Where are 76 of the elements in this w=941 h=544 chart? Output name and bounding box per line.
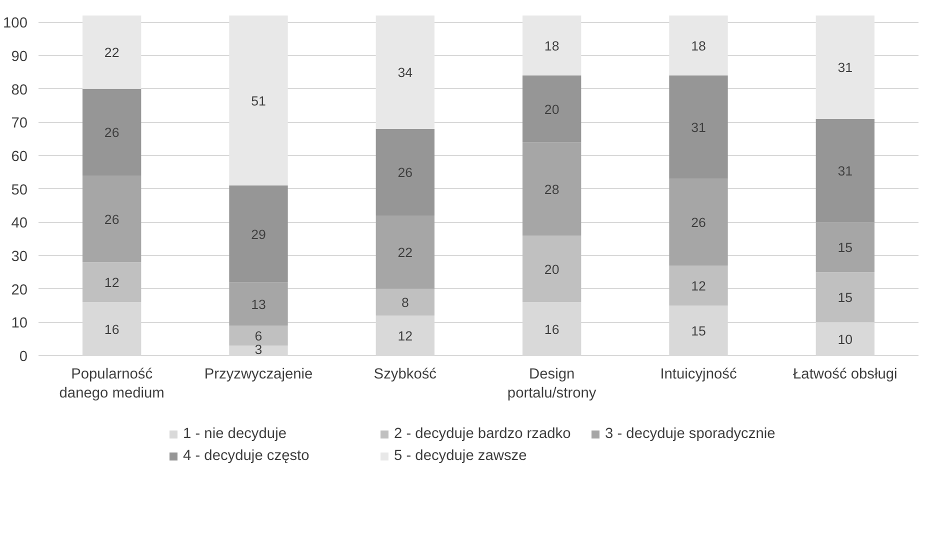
data-label: 12: [691, 278, 706, 294]
legend-label: 1 - nie decyduje: [183, 426, 288, 442]
data-label: 26: [104, 212, 120, 227]
bar: [669, 266, 728, 306]
y-tick-label: 90: [11, 49, 28, 65]
data-label: 31: [691, 120, 706, 136]
y-tick-label: 60: [11, 149, 28, 165]
data-label: 26: [104, 125, 120, 140]
data-label: 20: [544, 262, 560, 277]
y-tick-label: 40: [11, 216, 28, 232]
bar: [669, 178, 728, 266]
data-label: 29: [251, 226, 266, 242]
data-label: 26: [691, 215, 706, 230]
y-tick-label: 10: [11, 316, 28, 332]
data-label: 18: [544, 38, 560, 54]
bar: [522, 142, 582, 236]
data-label: 6: [254, 328, 262, 344]
bar: [376, 16, 434, 129]
legend-label: 2 - decyduje bardzo rzadko: [394, 426, 572, 442]
x-tick-label: Szybkość: [374, 366, 437, 382]
y-tick-label: 30: [11, 249, 28, 265]
data-label: 22: [104, 45, 120, 60]
x-tick-label: Design portalu/strony: [507, 366, 597, 402]
data-label: 31: [838, 164, 853, 178]
x-tick-label: Intuicyjność: [660, 366, 737, 382]
data-label: 15: [838, 290, 853, 306]
bar: [376, 288, 434, 316]
data-label: 15: [691, 324, 706, 338]
data-label: 12: [104, 275, 120, 290]
bar: [82, 88, 142, 176]
bar: [669, 76, 728, 179]
bar: [229, 326, 288, 346]
data-label: 34: [398, 65, 414, 80]
y-tick-label: 100: [3, 16, 28, 32]
data-label: 22: [398, 245, 413, 260]
x-tick-label: Przyzwyczajenie: [204, 366, 313, 382]
y-tick-label: 0: [19, 349, 28, 365]
bar: [229, 16, 288, 186]
data-label: 28: [544, 182, 560, 197]
data-label: 15: [838, 240, 853, 256]
bar: [229, 186, 288, 282]
y-tick-label: 50: [11, 182, 28, 198]
data-label: 16: [104, 322, 120, 337]
data-label: 10: [838, 332, 853, 347]
bar: [376, 216, 434, 289]
data-label: 16: [544, 322, 560, 337]
legend-label: 5 - decyduje zawsze: [394, 448, 528, 464]
legend-label: 3 - decyduje sporadycznie: [605, 426, 776, 442]
data-label: 3: [254, 342, 262, 357]
data-label: 12: [398, 328, 413, 344]
data-label: 26: [398, 165, 413, 180]
y-tick-label: 20: [11, 282, 28, 298]
bar: [522, 16, 582, 76]
bar: [669, 16, 728, 76]
bar: [816, 272, 874, 322]
data-label: 13: [251, 296, 266, 312]
bar: [816, 222, 874, 272]
bar: [82, 16, 142, 89]
x-tick-label: Łatwość obsługi: [793, 366, 898, 382]
y-tick-label: 80: [11, 82, 28, 98]
data-label: 31: [838, 60, 853, 76]
data-label: 51: [251, 94, 266, 108]
bar: [816, 118, 874, 222]
data-label: 8: [401, 295, 409, 310]
x-tick-label: Popularność danego medium: [59, 366, 164, 402]
bar: [816, 16, 874, 119]
bar: [229, 282, 288, 326]
bar: [82, 176, 142, 262]
bar: [376, 128, 434, 216]
legend-label: 4 - decyduje często: [183, 448, 310, 464]
data-label: 20: [544, 102, 560, 117]
bar: [82, 262, 142, 302]
bar: [522, 76, 582, 142]
y-tick-label: 70: [11, 116, 28, 132]
data-label: 18: [691, 38, 706, 54]
bar: [522, 236, 582, 302]
